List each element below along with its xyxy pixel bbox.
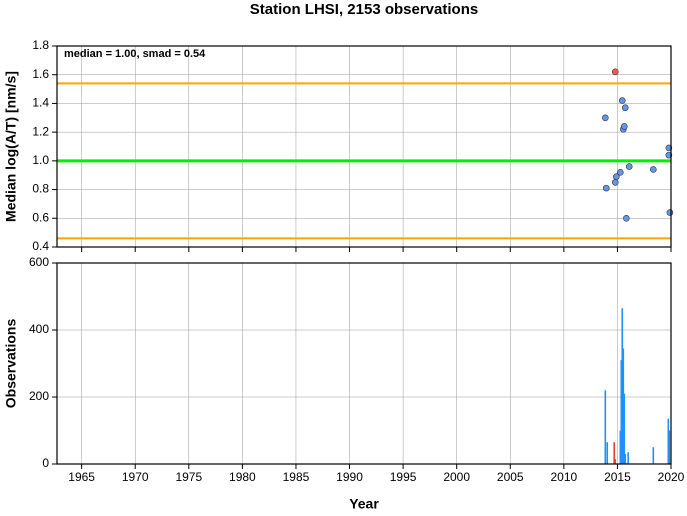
bar — [652, 447, 655, 464]
plot-area — [57, 263, 671, 464]
y-tick-label: 0.6 — [32, 210, 49, 224]
x-axis-label: Year — [349, 496, 379, 511]
bar — [621, 308, 624, 464]
bar — [667, 418, 670, 464]
x-tick-label: 1970 — [122, 470, 149, 484]
plot-frame — [56, 262, 672, 465]
y-axis-label: Median log(A/T) [nm/s] — [3, 71, 19, 222]
x-tick-label: 2005 — [497, 470, 524, 484]
bar — [604, 390, 607, 464]
x-tick-label: 1985 — [283, 470, 310, 484]
x-tick-label: 1965 — [68, 470, 95, 484]
y-tick-label: 600 — [29, 255, 49, 269]
bar — [619, 430, 622, 464]
point — [611, 68, 619, 76]
bar — [668, 430, 671, 464]
bar — [623, 393, 626, 464]
y-tick-label: 1.6 — [32, 67, 49, 81]
point — [611, 179, 619, 186]
bar — [620, 360, 623, 464]
annotation: median = 1.00, smad = 0.54 — [64, 48, 206, 60]
x-tick-label: 2020 — [658, 470, 685, 484]
x-tick-label: 1975 — [175, 470, 202, 484]
y-tick-label: 1.2 — [32, 124, 49, 138]
point — [613, 173, 620, 180]
point — [602, 184, 610, 192]
point — [623, 214, 630, 222]
bar — [614, 458, 617, 464]
y-tick-label: 1.0 — [32, 153, 49, 167]
bar — [613, 442, 616, 464]
x-tick-label: 2015 — [604, 470, 631, 484]
point — [617, 169, 624, 176]
plot-frame — [56, 45, 672, 248]
point — [620, 123, 628, 130]
chart-title: Station LHSI, 2153 observations — [250, 1, 478, 18]
bar — [624, 453, 627, 464]
y-tick-label: 400 — [29, 322, 49, 336]
y-tick-label: 1.4 — [32, 96, 49, 110]
bar — [606, 442, 609, 464]
y-tick-label: 0 — [42, 456, 49, 470]
y-tick-label: 0.8 — [32, 182, 49, 196]
point — [625, 163, 633, 170]
point — [650, 166, 657, 173]
x-tick-label: 1980 — [229, 470, 256, 484]
point — [666, 209, 674, 216]
y-tick-label: 1.8 — [32, 38, 49, 52]
x-tick-label: 2000 — [443, 470, 470, 484]
x-tick-label: 2010 — [550, 470, 577, 484]
point — [618, 97, 626, 104]
x-tick-label: 1995 — [390, 470, 417, 484]
y-tick-label: 200 — [29, 389, 49, 403]
y-tick-label: 0.4 — [32, 239, 49, 253]
point — [665, 144, 673, 152]
plot-area — [57, 46, 671, 247]
x-tick-label: 1990 — [336, 470, 363, 484]
point — [602, 114, 609, 122]
y-axis-label: Observations — [3, 319, 19, 409]
bar — [622, 348, 625, 464]
point — [621, 104, 629, 112]
bar — [627, 452, 629, 464]
point — [665, 151, 673, 159]
